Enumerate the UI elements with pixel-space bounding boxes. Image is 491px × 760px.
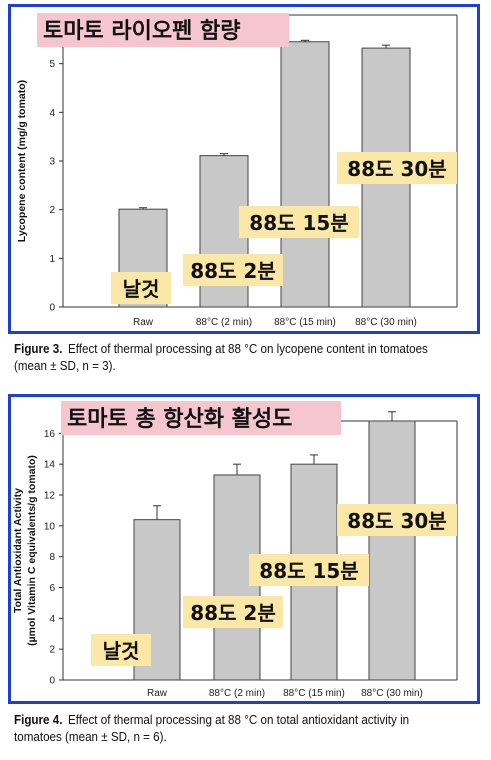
y-tick-label: 10 [44,521,56,532]
overlay-label-background [183,596,283,628]
figure-4-caption: Figure 4. Effect of thermal processing at… [14,712,449,746]
overlay-title: 토마토 총 항산화 활성도 [67,407,292,432]
overlay-label: 88도 15분 [259,559,358,583]
overlay-title-background [61,401,341,435]
x-tick-label: Raw [133,317,154,328]
y-tick-label: 8 [49,552,55,563]
overlay-label-background [111,272,171,304]
y-axis-label: Lycopene content (mg/g tomato) [16,80,28,242]
y-tick-label: 4 [49,614,55,625]
overlay-label-background [183,254,283,286]
y-tick-label: 12 [44,491,56,502]
bar [280,41,330,308]
overlay-label: 날것 [103,639,140,663]
x-tick-label: 88°C (15 min) [274,317,336,328]
x-tick-label: 88°C (15 min) [283,688,345,699]
figure-4-caption-label: Figure 4. [14,713,63,727]
y-tick-label: 16 [44,429,56,440]
y-tick-label: 0 [49,676,55,687]
overlay-title-background [37,13,289,47]
overlay-label: 88도 30분 [347,157,446,181]
y-tick-label: 3 [49,157,55,168]
overlay-label-background [337,152,457,184]
figure-3-caption-text: Effect of thermal processing at 88 °C on… [14,342,428,373]
overlay-title: 토마토 라이오펜 함량 [43,19,240,44]
y-tick-label: 2 [49,645,55,656]
y-tick-label: 1 [49,254,55,265]
x-tick-label: 88°C (2 min) [209,688,265,699]
lycopene-chart-panel: 0 1 2 3 4 5 Lycopene content (mg/g tomato) Raw 8… [8,4,480,334]
figure-4-caption-text: Effect of thermal processing at 88 °C on… [14,713,410,744]
x-tick-label: 88°C (30 min) [361,688,423,699]
y-tick-label: 0 [49,303,55,314]
x-tick-label: 88°C (2 min) [196,317,252,328]
figure-3-caption-label: Figure 3. [14,342,63,356]
y-tick-label: 2 [49,205,55,216]
bar [368,420,416,681]
overlay-label-background [91,634,151,666]
antioxidant-chart-panel: 0 2 4 6 8 10 12 14 16 Total Antioxidant Activity(… [8,394,480,704]
y-tick-label: 6 [49,583,55,594]
overlay-label: 88도 2분 [190,601,276,625]
overlay-label: 88도 30분 [347,509,446,533]
y-tick-label: 5 [49,59,55,70]
y-tick-label: 4 [49,108,55,119]
lycopene-chart: 0 1 2 3 4 5 Lycopene content (mg/g tomato) Raw 8… [16,13,458,328]
overlay-label: 88도 15분 [249,211,348,235]
antioxidant-chart: 0 2 4 6 8 10 12 14 16 Total Antioxidant Activity(… [12,401,458,699]
overlay-label-background [249,554,369,586]
y-axis-label-units: (µmol Vitamin C equivalents/g tomato) [26,455,38,646]
y-tick-label: 14 [44,460,56,471]
figure-3-caption: Figure 3. Effect of thermal processing at… [14,341,449,375]
overlay-label-background [337,504,457,536]
overlay-label: 88도 2분 [190,259,276,283]
x-tick-label: Raw [147,688,168,699]
x-tick-label: 88°C (30 min) [355,317,417,328]
overlay-label-background [239,206,359,238]
overlay-label: 날것 [123,277,160,301]
y-axis-label: Total Antioxidant Activity [12,488,24,613]
